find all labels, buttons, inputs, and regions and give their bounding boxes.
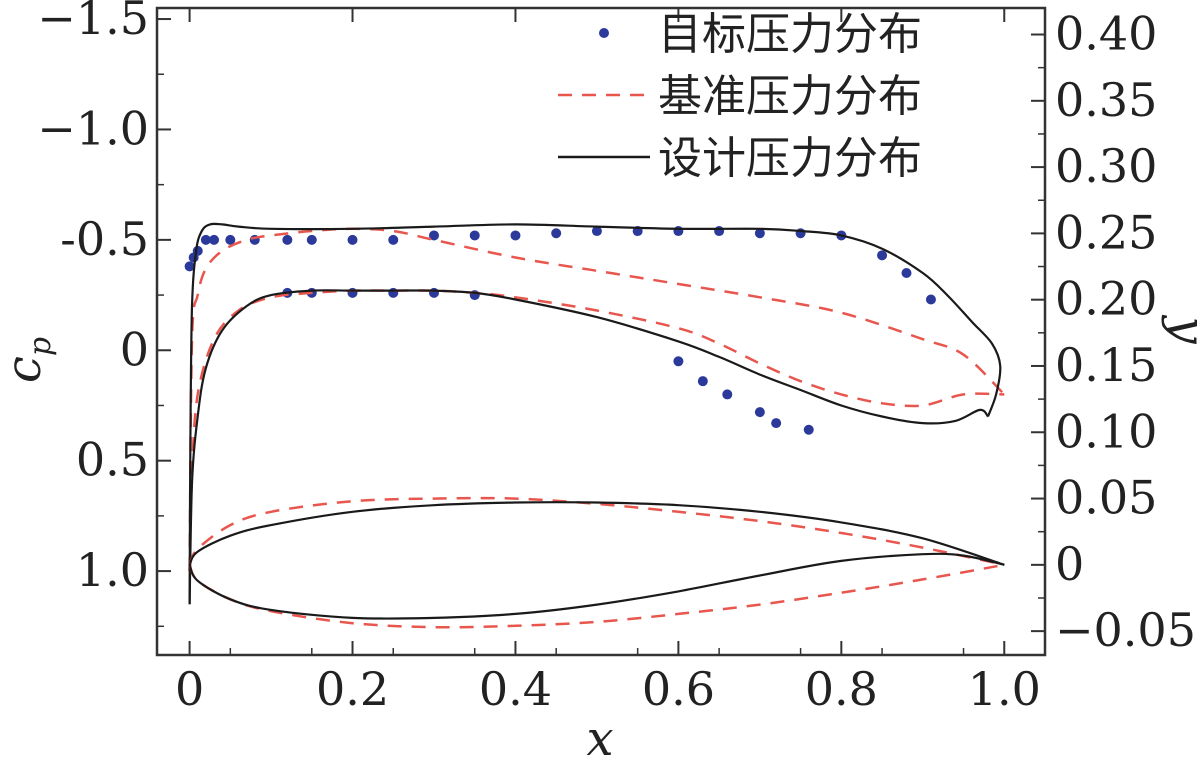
legend-item: 设计压力分布	[558, 133, 922, 184]
y-right-tick-label: 0.05	[1055, 471, 1157, 525]
data-point	[925, 294, 936, 305]
y-axis-left-title-subscript: p	[23, 337, 58, 356]
y-right-tick-label: 0.10	[1055, 404, 1157, 458]
data-point	[388, 234, 399, 245]
data-point	[722, 389, 733, 400]
x-tick-label: 0.6	[642, 662, 715, 716]
tick-labels: 0 0.2 0.4 0.6 0.8 1.0 −1.5 −1.0 -0.5 0 0.5 1.0 0.40 0…	[37, 0, 1196, 716]
series-1-upper-line	[188, 227, 1006, 572]
y-right-tick-label: −0.05	[1055, 603, 1196, 657]
data-point	[184, 261, 195, 272]
legend-item: 基准压力分布	[558, 71, 922, 122]
data-point	[901, 267, 912, 278]
y-left-tick-label: 0.5	[76, 433, 149, 487]
plot-frame	[155, 6, 1047, 657]
series-2-upper-line	[188, 222, 1002, 605]
y-left-tick-label: 1.0	[76, 543, 149, 597]
x-tick-label: 0.2	[316, 662, 389, 716]
legend-item: 目标压力分布	[599, 9, 922, 60]
x-tick-label: 0.4	[479, 662, 552, 716]
legend-label: 目标压力分布	[658, 9, 922, 60]
y-left-tick-label: −1.5	[37, 0, 149, 45]
data-point	[225, 234, 236, 245]
legend-marker-dot	[599, 28, 609, 38]
series-0-points	[184, 226, 936, 435]
y-axis-left-title: cp	[0, 337, 58, 383]
data-point	[697, 376, 708, 387]
tick-marks	[157, 8, 1045, 655]
series-4-lower-line	[188, 552, 1005, 620]
legend-label: 设计压力分布	[658, 133, 922, 184]
y-right-tick-label: 0	[1055, 537, 1084, 591]
y-axis-right-title: y	[1160, 314, 1200, 344]
series-layer	[184, 222, 1006, 629]
y-right-tick-label: 0.15	[1055, 338, 1157, 392]
data-point	[306, 234, 317, 245]
y-right-tick-label: 0.20	[1055, 272, 1157, 326]
series-2-lower-line	[188, 289, 989, 605]
data-point	[877, 250, 888, 261]
data-point	[754, 407, 765, 418]
data-point	[192, 245, 203, 256]
y-right-tick-label: 0.30	[1055, 139, 1157, 193]
data-point	[469, 230, 480, 241]
data-point	[209, 234, 220, 245]
y-right-tick-label: 0.40	[1055, 7, 1157, 61]
y-axis-left-title-main: c	[0, 356, 52, 383]
y-right-tick-label: 0.35	[1055, 73, 1157, 127]
data-point	[428, 230, 439, 241]
series-3-upper-line	[188, 496, 1005, 567]
x-tick-label: 0	[175, 662, 204, 716]
series-3-lower-line	[188, 563, 1005, 629]
x-tick-label: 1.0	[968, 662, 1041, 716]
data-point	[551, 228, 562, 239]
data-point	[510, 230, 521, 241]
data-point	[714, 226, 725, 237]
data-point	[771, 418, 782, 429]
x-axis-title: x	[586, 711, 613, 763]
data-point	[200, 234, 211, 245]
data-point	[591, 226, 602, 237]
plot-border	[155, 6, 1047, 657]
x-tick-label: 0.8	[805, 662, 878, 716]
data-point	[347, 234, 358, 245]
data-point	[673, 226, 684, 237]
data-point	[282, 234, 293, 245]
legend-label: 基准压力分布	[658, 71, 922, 122]
y-left-tick-label: −1.0	[37, 101, 149, 155]
series-4-upper-line	[188, 501, 1005, 566]
data-point	[673, 356, 684, 367]
y-left-tick-label: 0	[120, 322, 149, 376]
y-left-tick-label: -0.5	[60, 212, 149, 266]
y-right-tick-label: 0.25	[1055, 205, 1157, 259]
data-point	[754, 228, 765, 239]
data-point	[803, 424, 814, 435]
